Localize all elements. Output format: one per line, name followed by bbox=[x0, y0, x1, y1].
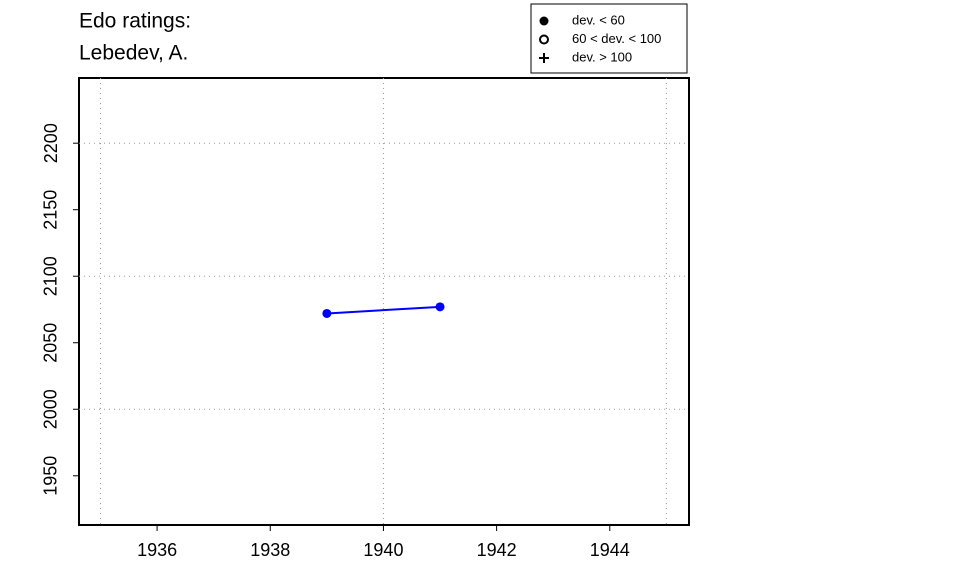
x-tick-label: 1940 bbox=[363, 540, 403, 560]
x-tick-label: 1938 bbox=[250, 540, 290, 560]
y-tick-label: 2000 bbox=[41, 389, 61, 429]
legend-label: dev. < 60 bbox=[572, 12, 625, 27]
y-tick-label: 2150 bbox=[41, 190, 61, 230]
y-tick-label: 1950 bbox=[41, 456, 61, 496]
series-line bbox=[326, 305, 441, 315]
legend-symbol bbox=[539, 53, 549, 63]
marker bbox=[435, 302, 445, 312]
y-tick-label: 2100 bbox=[41, 256, 61, 296]
chart-subtitle: Lebedev, A. bbox=[79, 42, 188, 65]
y-tick-label: 2050 bbox=[41, 323, 61, 363]
legend-symbol bbox=[539, 16, 549, 26]
plot-frame bbox=[78, 77, 690, 526]
chart-title: Edo ratings: bbox=[79, 10, 191, 33]
x-tick-label: 1936 bbox=[137, 540, 177, 560]
y-tick-label: 2200 bbox=[41, 123, 61, 163]
x-tick-label: 1944 bbox=[590, 540, 630, 560]
legend-box bbox=[530, 3, 688, 74]
marker bbox=[322, 308, 332, 318]
x-tick-label: 1942 bbox=[477, 540, 517, 560]
legend-symbol bbox=[539, 34, 549, 45]
legend-label: dev. > 100 bbox=[572, 49, 632, 64]
legend-label: 60 < dev. < 100 bbox=[572, 31, 661, 46]
